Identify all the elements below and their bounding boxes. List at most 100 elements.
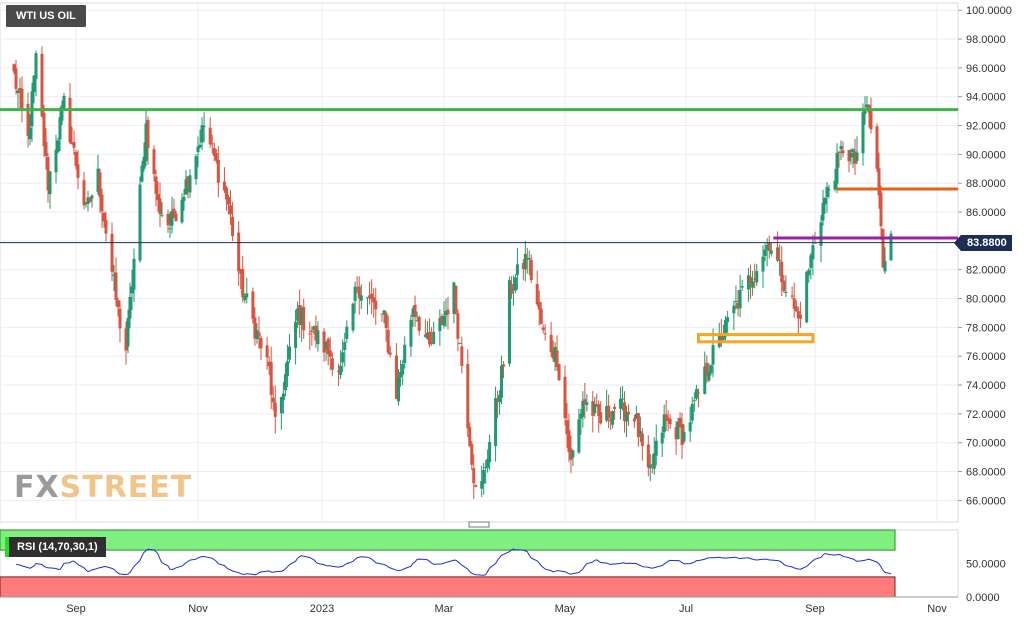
candle-body xyxy=(682,431,686,442)
candle-body xyxy=(825,186,829,197)
candle-body xyxy=(835,153,839,184)
candle-body xyxy=(827,189,831,191)
candle-body xyxy=(88,198,92,202)
candle-body xyxy=(76,164,80,178)
rsi-indicator-label[interactable]: RSI (14,70,30,1) xyxy=(5,537,106,557)
candle-body xyxy=(86,197,90,205)
candle-body xyxy=(302,306,306,331)
candle-body xyxy=(480,481,484,489)
x-tick-label: Nov xyxy=(927,603,947,615)
candle-body xyxy=(498,395,502,403)
candle-body xyxy=(571,450,575,458)
candle-body xyxy=(132,258,136,290)
y-tick-label: 86.0000 xyxy=(966,207,1006,219)
candle-body xyxy=(438,318,442,332)
candle-body xyxy=(761,256,765,272)
candle-body xyxy=(688,422,692,432)
candle-body xyxy=(283,374,287,391)
candle-body xyxy=(738,290,742,309)
candle-body xyxy=(144,123,148,162)
candle-body xyxy=(577,419,581,453)
candle-body xyxy=(753,278,757,280)
candle-body xyxy=(74,151,78,166)
candle-body xyxy=(652,453,656,469)
y-tick-label: 92.0000 xyxy=(966,121,1006,133)
candle-body xyxy=(711,345,715,365)
candle-body xyxy=(736,302,740,309)
candle-body xyxy=(709,365,713,374)
rsi-label-text: RSI (14,70,30,1) xyxy=(17,541,98,553)
candle-body xyxy=(599,412,603,424)
candles xyxy=(12,46,893,500)
candle-body xyxy=(20,88,24,109)
candle-body xyxy=(18,87,22,92)
candle-body xyxy=(130,286,134,294)
candle-body xyxy=(597,404,601,417)
candle-body xyxy=(357,286,361,299)
candle-body xyxy=(202,126,206,128)
candle-body xyxy=(216,160,220,183)
candle-body xyxy=(114,272,118,301)
candle-body xyxy=(343,342,347,350)
candle-body xyxy=(719,333,723,343)
current-price-label: 83.8800 xyxy=(954,235,1012,251)
candle-body xyxy=(142,156,146,169)
candle-body xyxy=(384,312,388,328)
candle-body xyxy=(784,291,788,294)
candle-body xyxy=(792,298,796,309)
candle-body xyxy=(34,53,38,80)
candle-body xyxy=(869,108,873,130)
candle-body xyxy=(100,194,104,212)
candle-body xyxy=(555,350,559,368)
candle-body xyxy=(807,270,811,276)
candle-body xyxy=(444,311,448,316)
candle-body xyxy=(294,321,298,348)
candle-body xyxy=(680,423,684,446)
candle-body xyxy=(855,152,859,161)
candle-body xyxy=(553,346,557,363)
candle-body xyxy=(619,398,623,409)
candle-body xyxy=(494,398,498,446)
candle-body xyxy=(529,259,533,281)
candle-body xyxy=(182,197,186,201)
candle-body xyxy=(60,105,64,121)
candle-body xyxy=(782,280,786,292)
candle-body xyxy=(403,344,407,364)
candle-body xyxy=(351,303,355,331)
candle-body xyxy=(525,258,529,260)
rsi-line xyxy=(15,548,892,576)
candle-body xyxy=(413,304,417,318)
candle-body xyxy=(316,330,320,345)
candle-body xyxy=(567,430,571,452)
candle-body xyxy=(458,342,462,344)
candle-body xyxy=(721,336,725,340)
y-tick-label: 88.0000 xyxy=(966,178,1006,190)
candle-body xyxy=(54,149,58,173)
candle-body xyxy=(674,427,678,440)
candle-body xyxy=(452,282,456,314)
candle-body xyxy=(40,53,44,117)
y-tick-label: 80.0000 xyxy=(966,294,1006,306)
candle-body xyxy=(794,306,798,312)
candle-body xyxy=(833,180,837,190)
candle-body xyxy=(214,152,218,161)
candle-body xyxy=(662,414,666,433)
candle-body xyxy=(166,213,170,226)
candle-body xyxy=(102,212,106,222)
candle-body xyxy=(188,175,192,193)
candle-body xyxy=(798,314,802,319)
candle-body xyxy=(44,141,48,157)
candle-body xyxy=(281,393,285,401)
candle-body xyxy=(767,242,771,251)
y-tick-label: 68.0000 xyxy=(966,467,1006,479)
candle-body xyxy=(198,144,202,148)
candle-body xyxy=(14,68,18,89)
candle-body xyxy=(543,333,547,335)
candle-body xyxy=(126,318,130,347)
candle-body xyxy=(16,90,20,94)
candle-body xyxy=(140,165,144,182)
candle-body xyxy=(591,401,595,416)
candle-body xyxy=(853,151,857,164)
candle-body xyxy=(330,358,334,370)
